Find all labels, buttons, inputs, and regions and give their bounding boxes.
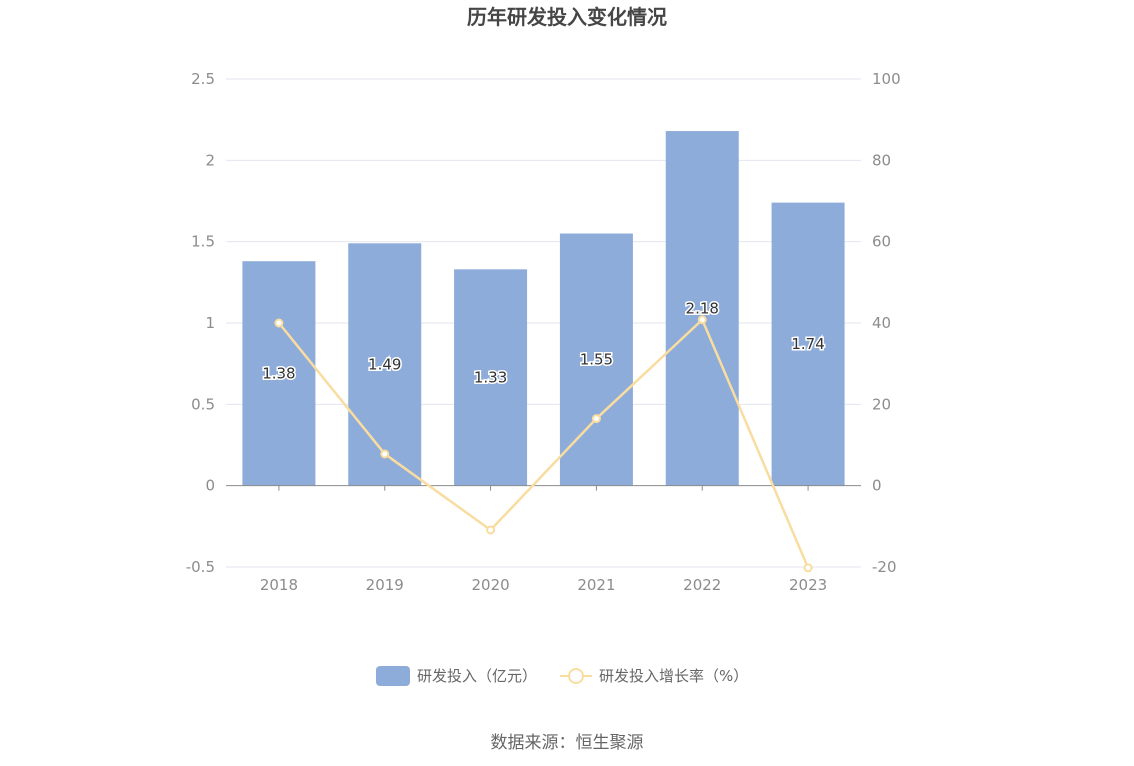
growth-point [274, 318, 284, 328]
y-right-tick-label: 100 [872, 70, 901, 88]
y-right-tick-label: 20 [872, 395, 891, 413]
y-left-tick-label: 0 [205, 477, 215, 495]
data-source: 数据来源：恒生聚源 [491, 733, 644, 753]
growth-point [803, 563, 813, 573]
bar-series [242, 131, 845, 486]
x-tick-label: 2020 [471, 576, 509, 594]
x-tick-label: 2018 [260, 576, 298, 594]
bar [665, 131, 739, 486]
bar-value-label: 1.33 [474, 368, 507, 386]
growth-line [277, 317, 810, 569]
growth-point [697, 315, 707, 325]
x-tick-label: 2022 [683, 576, 721, 594]
legend: 研发投入（亿元） 研发投入增长率（%） [376, 666, 748, 686]
x-tick-label: 2021 [577, 576, 615, 594]
y-right-tick-label: -20 [872, 558, 897, 576]
y-left-tick-label: 2 [205, 151, 215, 169]
grid-lines [226, 78, 861, 568]
x-axis: 2018 2019 2020 2021 2022 2023 [226, 485, 861, 594]
growth-point [380, 449, 390, 459]
y-left-tick-label: 0.5 [191, 395, 215, 413]
bar-value-label: 2.18 [686, 299, 719, 317]
growth-point [486, 525, 496, 535]
bar [454, 269, 528, 486]
legend-line-label: 研发投入增长率（%） [599, 667, 748, 685]
y-left-tick-label: 2.5 [191, 70, 215, 88]
bar-value-label: 1.38 [262, 364, 295, 382]
y-right-tick-label: 0 [872, 477, 882, 495]
bar-value-label: 1.74 [791, 335, 824, 353]
bar-value-label: 1.55 [580, 351, 613, 369]
legend-bar-label: 研发投入（亿元） [417, 667, 537, 685]
y-right-tick-label: 80 [872, 151, 891, 169]
legend-bar-swatch [376, 666, 410, 686]
bar [771, 202, 845, 486]
x-tick-label: 2019 [366, 576, 404, 594]
bar-value-label: 1.49 [368, 355, 401, 373]
y-axis-right: -20 0 20 40 60 80 100 [872, 70, 901, 576]
y-left-tick-label: 1 [205, 314, 215, 332]
chart-title: 历年研发投入变化情况 [467, 5, 667, 29]
growth-point [591, 414, 601, 424]
y-left-tick-label: -0.5 [186, 558, 215, 576]
bar [348, 243, 422, 486]
legend-line-marker [568, 668, 584, 684]
x-tick-label: 2023 [789, 576, 827, 594]
bar-value-labels: 1.38 1.49 1.33 1.55 2.18 1.74 [261, 298, 827, 388]
y-axis-left: -0.5 0 0.5 1 1.5 2 2.5 [186, 70, 215, 576]
y-left-tick-label: 1.5 [191, 233, 215, 251]
y-right-tick-label: 40 [872, 314, 891, 332]
bar [242, 261, 316, 486]
y-right-tick-label: 60 [872, 233, 891, 251]
line-series [274, 315, 813, 573]
